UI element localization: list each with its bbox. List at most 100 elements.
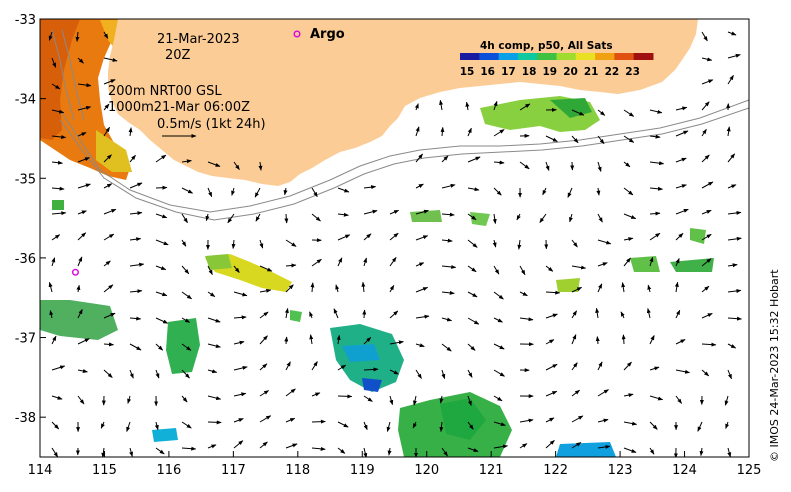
current-vector [51, 83, 61, 90]
current-vector [129, 154, 136, 163]
current-vector [181, 421, 192, 429]
current-vector [233, 315, 247, 320]
current-vector [467, 156, 481, 163]
current-vector [77, 369, 88, 373]
current-vector [103, 260, 111, 267]
current-vector [519, 103, 531, 111]
x-tick-label: 116 [156, 463, 181, 478]
current-vector [155, 343, 164, 351]
current-vector [155, 185, 168, 190]
y-tick-label: -36 [15, 252, 36, 267]
current-vector [155, 369, 160, 379]
current-vector [597, 135, 605, 145]
x-tick-label: 122 [543, 463, 568, 478]
current-vector [620, 311, 625, 319]
current-vector [233, 392, 247, 397]
current-vector [363, 185, 377, 190]
current-vector [337, 447, 346, 454]
current-vector [493, 369, 505, 377]
y-tick-label: -37 [15, 332, 36, 347]
current-vector [233, 365, 248, 371]
current-vector [441, 369, 446, 380]
current-vector [77, 105, 92, 111]
current-vector [103, 284, 114, 293]
current-vector [441, 290, 455, 295]
colorbar-swatch [633, 53, 654, 60]
current-vector [181, 187, 194, 194]
current-vector [51, 135, 67, 139]
current-vector [727, 53, 741, 59]
current-vector [675, 106, 688, 111]
current-vector [363, 337, 372, 345]
current-vector [493, 444, 508, 449]
current-vector [545, 390, 558, 397]
current-vector [701, 209, 712, 215]
current-vector [675, 157, 687, 163]
current-vector [597, 283, 603, 293]
current-vector [128, 127, 133, 137]
current-vector [724, 395, 729, 406]
y-axis: -33 -34 -35 -36 -37 -38 [15, 13, 46, 426]
current-vector [675, 233, 684, 241]
y-tick-label: -33 [15, 13, 36, 28]
current-vector [597, 262, 608, 267]
current-vector [259, 239, 264, 249]
current-vector [439, 99, 444, 111]
current-vector [181, 446, 197, 451]
current-vector [259, 363, 268, 371]
current-vector [727, 184, 737, 189]
current-vector [129, 369, 134, 379]
current-vector [441, 183, 456, 189]
current-vector [467, 127, 472, 137]
current-vector [181, 159, 192, 164]
current-vector [467, 213, 477, 221]
current-vector [389, 256, 397, 267]
current-vector [337, 364, 347, 371]
current-vector [336, 334, 341, 345]
current-vector [441, 238, 453, 243]
current-vector [699, 447, 704, 457]
current-vector [545, 135, 558, 142]
current-vector [309, 311, 314, 319]
current-vector [571, 334, 577, 345]
y-tick-label: -34 [15, 93, 36, 108]
current-vector [493, 421, 506, 427]
current-vector [207, 395, 222, 401]
current-vector [233, 340, 245, 345]
current-vector [701, 312, 713, 319]
current-vector [493, 291, 504, 300]
current-vector [493, 187, 502, 196]
current-vector [649, 186, 663, 191]
land-australia [108, 19, 698, 186]
current-vector [363, 447, 368, 457]
y-tick-label: -38 [15, 411, 36, 426]
current-vector [493, 317, 503, 323]
current-vector [415, 153, 423, 163]
current-vector [311, 213, 321, 222]
current-vector [363, 421, 368, 431]
current-vector [571, 415, 584, 423]
current-vector [596, 187, 601, 196]
current-vector [674, 281, 679, 293]
isobath-lines [51, 29, 749, 221]
current-vector [285, 443, 298, 449]
current-vector [623, 135, 635, 143]
current-vector [623, 257, 631, 267]
current-vector [155, 317, 169, 324]
current-vector [415, 126, 420, 137]
x-tick-label: 119 [350, 463, 375, 478]
current-vector [467, 369, 473, 378]
current-vector [77, 256, 83, 267]
current-vector [415, 262, 425, 267]
current-vector [207, 161, 221, 167]
current-vector [337, 257, 343, 267]
current-vector [517, 239, 522, 250]
current-vector [233, 291, 248, 297]
current-vector [519, 161, 530, 170]
current-vector [441, 447, 448, 457]
colorbar-title: 4h comp, p50, All Sats [480, 40, 613, 52]
date-label: 21-Mar-2023 [157, 32, 240, 47]
current-vector [285, 417, 296, 423]
x-tick-label: 120 [414, 463, 439, 478]
